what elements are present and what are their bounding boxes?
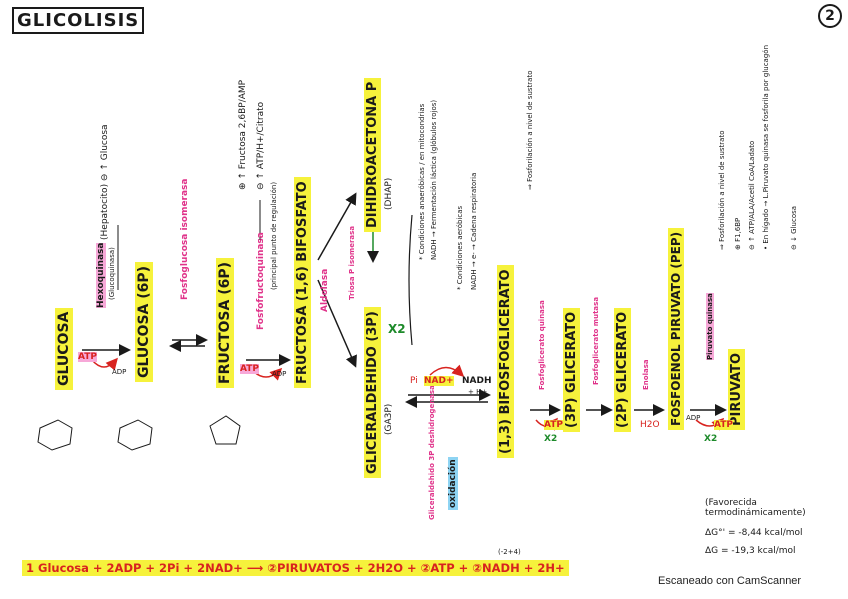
enzyme-triosa-isomerasa: Triosa P isomerasa bbox=[348, 225, 356, 300]
h2o-label: H2O bbox=[640, 420, 660, 430]
metabolite-3pg: (3P) GLICERATO bbox=[563, 307, 580, 432]
adp-label-4: ADP bbox=[686, 414, 701, 422]
arrow-f16bp-ga3p bbox=[317, 279, 357, 368]
oxidacion-label: oxidación bbox=[448, 457, 458, 510]
cond-aerobicas-2: NADH → e- → Cadena respiratoria bbox=[470, 172, 478, 290]
metabolite-dhap-abbr: (DHAP) bbox=[384, 177, 394, 210]
enzyme-glucoquinasa: (Glucoquinasa) bbox=[108, 247, 116, 300]
enzyme-aldolasa: Aldolasa bbox=[320, 268, 330, 312]
x2-label-3: X2 bbox=[704, 434, 718, 444]
f6p-ring bbox=[209, 415, 241, 445]
enzyme-piruvato-quinasa: Piruvato quinasa bbox=[706, 293, 714, 360]
cond-anaerobicas: * Condiciones anaeróbicas / en mitocondr… bbox=[418, 103, 426, 260]
reg-pk-glucosa: ⊖ ↓ Glucosa bbox=[790, 205, 798, 250]
nad-label: NAD+ bbox=[424, 376, 454, 386]
metabolite-2pg: (2P) GLICERATO bbox=[614, 307, 631, 432]
metabolite-ga3p: GLICERALDEHIDO (3P) bbox=[364, 307, 381, 478]
metabolite-glucosa: GLUCOSA bbox=[55, 307, 73, 390]
thermo-dg: ΔG = -19,3 kcal/mol bbox=[705, 546, 796, 556]
x2-label-2: X2 bbox=[544, 434, 558, 444]
cond-anaerobicas-2: NADH → Fermentación láctica (glóbulos ro… bbox=[430, 99, 438, 260]
atp-curve-1 bbox=[91, 357, 118, 371]
h-label: + H+ bbox=[468, 388, 488, 396]
title-box: GLICOLISIS bbox=[12, 7, 145, 34]
reg-fosforilacion-pk: ⇒ Fosforilación a nivel de sustrato bbox=[718, 130, 726, 251]
camscanner-watermark: Escaneado con CamScanner bbox=[658, 575, 802, 587]
atp-label-1: ATP bbox=[78, 352, 98, 362]
equation-atp-note: (-2+4) bbox=[498, 548, 521, 556]
page-number: 2 bbox=[818, 4, 842, 28]
adp-label-1: ADP bbox=[112, 368, 127, 376]
metabolite-ga3p-abbr: (GA3P) bbox=[384, 403, 394, 435]
nad-curve bbox=[429, 364, 465, 378]
enzyme-fosfoglicerato-mutasa: Fosfoglicerato mutasa bbox=[592, 296, 600, 385]
metabolite-fructosa-6p: FRUCTOSA (6P) bbox=[216, 257, 234, 388]
pi-label: Pi bbox=[410, 376, 418, 386]
page-title: GLICOLISIS bbox=[12, 7, 145, 34]
enzyme-fosfoglucosa-isomerasa: Fosfoglucosa isomerasa bbox=[180, 178, 190, 301]
g6p-ring bbox=[117, 419, 153, 451]
reg-pk-neg: ⊖ ↑ ATP/ALA/Acetil CoA/Ladato bbox=[748, 140, 756, 250]
metabolite-glucosa-6p: GLUCOSA (6P) bbox=[135, 261, 153, 382]
reg-pfk-pos: ⊕ ↑ Fructosa 2,6BP/AMP bbox=[238, 79, 248, 190]
thermo-note: (Favorecida termodinámicamente) bbox=[705, 498, 806, 518]
enzyme-enolasa: Enolasa bbox=[642, 359, 650, 390]
cond-aerobicas: * Condiciones aeróbicas bbox=[456, 205, 464, 290]
metabolite-fructosa-16bp: FRUCTOSA (1,6) BIFOSFATO bbox=[294, 177, 311, 388]
x2-label-1: X2 bbox=[388, 322, 406, 336]
metabolite-13bpg: (1,3) BIFOSFOGLICERATO bbox=[497, 265, 514, 458]
metabolite-dhap: DIHIDROACETONA P bbox=[364, 77, 381, 232]
enzyme-ga3p-dh: Gliceraldehido 3P deshidrogenasa bbox=[428, 385, 436, 520]
arrow-f16bp-dhap bbox=[317, 192, 357, 261]
reg-fosforilacion-pgk: ⇒ Fosforilación a nivel de sustrato bbox=[526, 70, 534, 191]
enzyme-fosfoglicerato-quinasa: Fosfoglicerato quinasa bbox=[538, 300, 546, 390]
overall-equation: 1 Glucosa + 2ADP + 2Pi + 2NAD+ ⟶ ②PIRUVA… bbox=[22, 560, 569, 576]
metabolite-piruvato: PIRUVATO bbox=[728, 348, 745, 430]
atp-label-3: ATP bbox=[544, 420, 564, 430]
glucose-ring bbox=[37, 419, 73, 451]
atp-label-2: ATP bbox=[240, 364, 260, 374]
reg-pk-pos: ⊕ F1,6BP bbox=[734, 217, 742, 250]
pfk-note: (principal punto de regulación) bbox=[270, 181, 278, 290]
metabolite-pep: FOSFOENOL PIRUVATO (PEP) bbox=[668, 227, 684, 430]
atp-label-4: ATP bbox=[714, 420, 734, 430]
nadh-label: NADH bbox=[462, 376, 492, 386]
reg-pk-liver: • En hígado → L.Piruvato quinasa se fosf… bbox=[762, 45, 770, 250]
adp-label-2: ADP bbox=[272, 370, 287, 378]
reg-pfk-neg: ⊖ ↑ ATP/H+/Citrato bbox=[256, 101, 266, 190]
reg-hexoquinasa: (Hepatocito) ⊖ ↑ Glucosa bbox=[100, 124, 110, 240]
enzyme-fosfofructoquinasa: Fosfofructoquinasa bbox=[256, 232, 266, 330]
enzyme-hexoquinasa: Hexoquinasa bbox=[96, 242, 106, 308]
thermo-dg0: ΔG°' = -8,44 kcal/mol bbox=[705, 528, 803, 538]
